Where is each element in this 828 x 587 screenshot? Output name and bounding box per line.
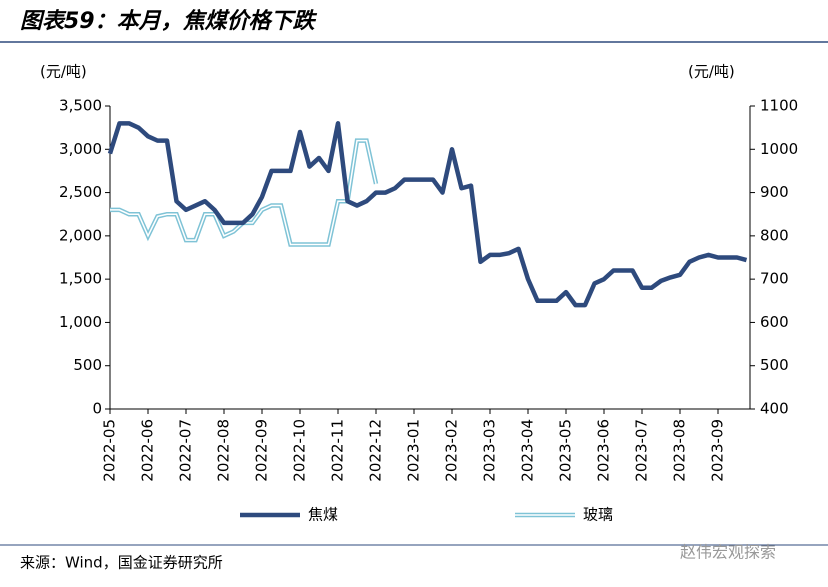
x-tick-label: 2023-08: [671, 419, 689, 482]
y2-tick-label: 800: [760, 226, 789, 244]
x-tick-label: 2022-08: [215, 419, 233, 482]
x-tick-label: 2023-09: [709, 419, 727, 482]
x-tick-label: 2022-10: [291, 419, 309, 482]
x-tick-label: 2023-04: [519, 419, 537, 482]
y-axis-label: (元/吨): [40, 63, 87, 81]
x-tick-label: 2023-03: [481, 419, 499, 482]
y-tick-label: 3,000: [59, 140, 102, 158]
y2-tick-label: 900: [760, 183, 789, 201]
y-tick-label: 1,000: [59, 313, 102, 331]
y2-tick-label: 1100: [760, 97, 798, 115]
legend-label: 焦煤: [308, 506, 338, 524]
x-tick-label: 2022-12: [367, 419, 385, 482]
y-tick-label: 2,000: [59, 226, 102, 244]
y2-tick-label: 1000: [760, 140, 798, 158]
x-tick-label: 2023-02: [443, 419, 461, 482]
x-tick-label: 2023-06: [595, 419, 613, 482]
x-tick-label: 2022-07: [177, 419, 195, 482]
chart-title: 图表59：本月，焦煤价格下跌: [20, 8, 318, 34]
y-tick-label: 2,500: [59, 183, 102, 201]
y2-tick-label: 400: [760, 400, 789, 418]
y-tick-label: 500: [73, 356, 102, 374]
y2-axis-label: (元/吨): [688, 63, 735, 81]
source: 来源：Wind，国金证券研究所: [20, 554, 223, 572]
y-tick-label: 0: [92, 400, 102, 418]
x-tick-label: 2023-07: [633, 419, 651, 482]
y-tick-label: 3,500: [59, 97, 102, 115]
y2-tick-label: 500: [760, 356, 789, 374]
y2-tick-label: 700: [760, 270, 789, 288]
x-tick-label: 2022-05: [101, 419, 119, 482]
series-line: [107, 121, 748, 308]
series-line: [110, 138, 379, 247]
watermark: 赵伟宏观探索: [680, 543, 776, 562]
legend-label: 玻璃: [583, 506, 613, 524]
x-tick-label: 2022-11: [329, 419, 347, 482]
x-tick-label: 2023-05: [557, 419, 575, 482]
x-tick-label: 2022-06: [139, 419, 157, 482]
x-tick-label: 2023-01: [405, 419, 423, 482]
y-tick-label: 1,500: [59, 270, 102, 288]
x-tick-label: 2022-09: [253, 419, 271, 482]
y2-tick-label: 600: [760, 313, 789, 331]
